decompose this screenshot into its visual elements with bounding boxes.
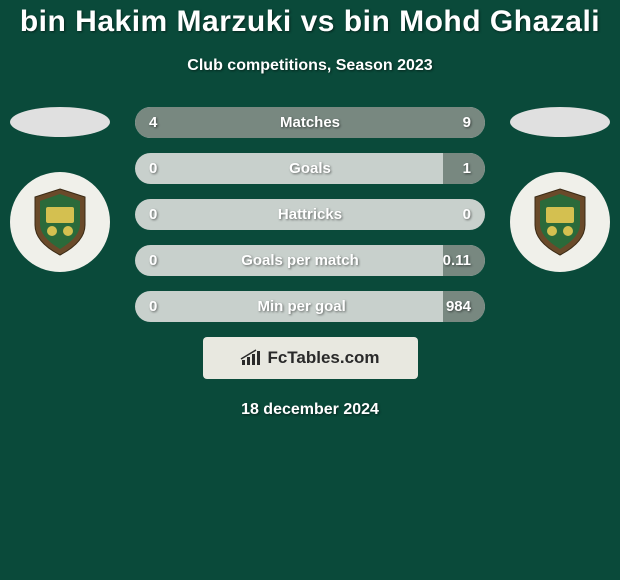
right-ellipse	[510, 107, 610, 137]
page-title: bin Hakim Marzuki vs bin Mohd Ghazali	[0, 5, 620, 39]
shield-icon	[530, 187, 590, 257]
right-value: 9	[463, 114, 471, 131]
right-value: 0.11	[443, 252, 471, 269]
left-value: 0	[149, 252, 157, 269]
bar-fill-right	[240, 107, 485, 138]
left-value: 0	[149, 160, 157, 177]
left-value: 4	[149, 114, 157, 131]
left-value: 0	[149, 298, 157, 315]
stats-bars: 4 Matches 9 0 Goals 1 0 Hattricks 0 0 Goals per ma…	[135, 107, 485, 322]
stat-label: Goals per match	[241, 252, 359, 269]
stat-bar: 0 Hattricks 0	[135, 199, 485, 230]
right-club-badge	[510, 172, 610, 272]
brand-text: FcTables.com	[267, 348, 379, 368]
subtitle: Club competitions, Season 2023	[0, 57, 620, 75]
stat-bar: 0 Goals per match 0.11	[135, 245, 485, 276]
comparison-container: bin Hakim Marzuki vs bin Mohd Ghazali Cl…	[0, 0, 620, 580]
right-value: 1	[463, 160, 471, 177]
stat-label: Matches	[280, 114, 340, 131]
brand-box: FcTables.com	[203, 337, 418, 379]
date-line: 18 december 2024	[0, 401, 620, 419]
chart-icon	[240, 349, 262, 367]
right-player-badge	[510, 107, 610, 272]
stat-label: Hattricks	[278, 206, 342, 223]
stat-label: Goals	[289, 160, 331, 177]
stat-bar: 0 Goals 1	[135, 153, 485, 184]
left-value: 0	[149, 206, 157, 223]
stat-bar: 4 Matches 9	[135, 107, 485, 138]
right-value: 984	[446, 298, 471, 315]
stat-label: Min per goal	[257, 298, 345, 315]
stat-bar: 0 Min per goal 984	[135, 291, 485, 322]
left-player-badge	[10, 107, 110, 272]
stats-section: 4 Matches 9 0 Goals 1 0 Hattricks 0 0 Goals per ma…	[0, 107, 620, 322]
shield-icon	[30, 187, 90, 257]
left-club-badge	[10, 172, 110, 272]
right-value: 0	[463, 206, 471, 223]
left-ellipse	[10, 107, 110, 137]
